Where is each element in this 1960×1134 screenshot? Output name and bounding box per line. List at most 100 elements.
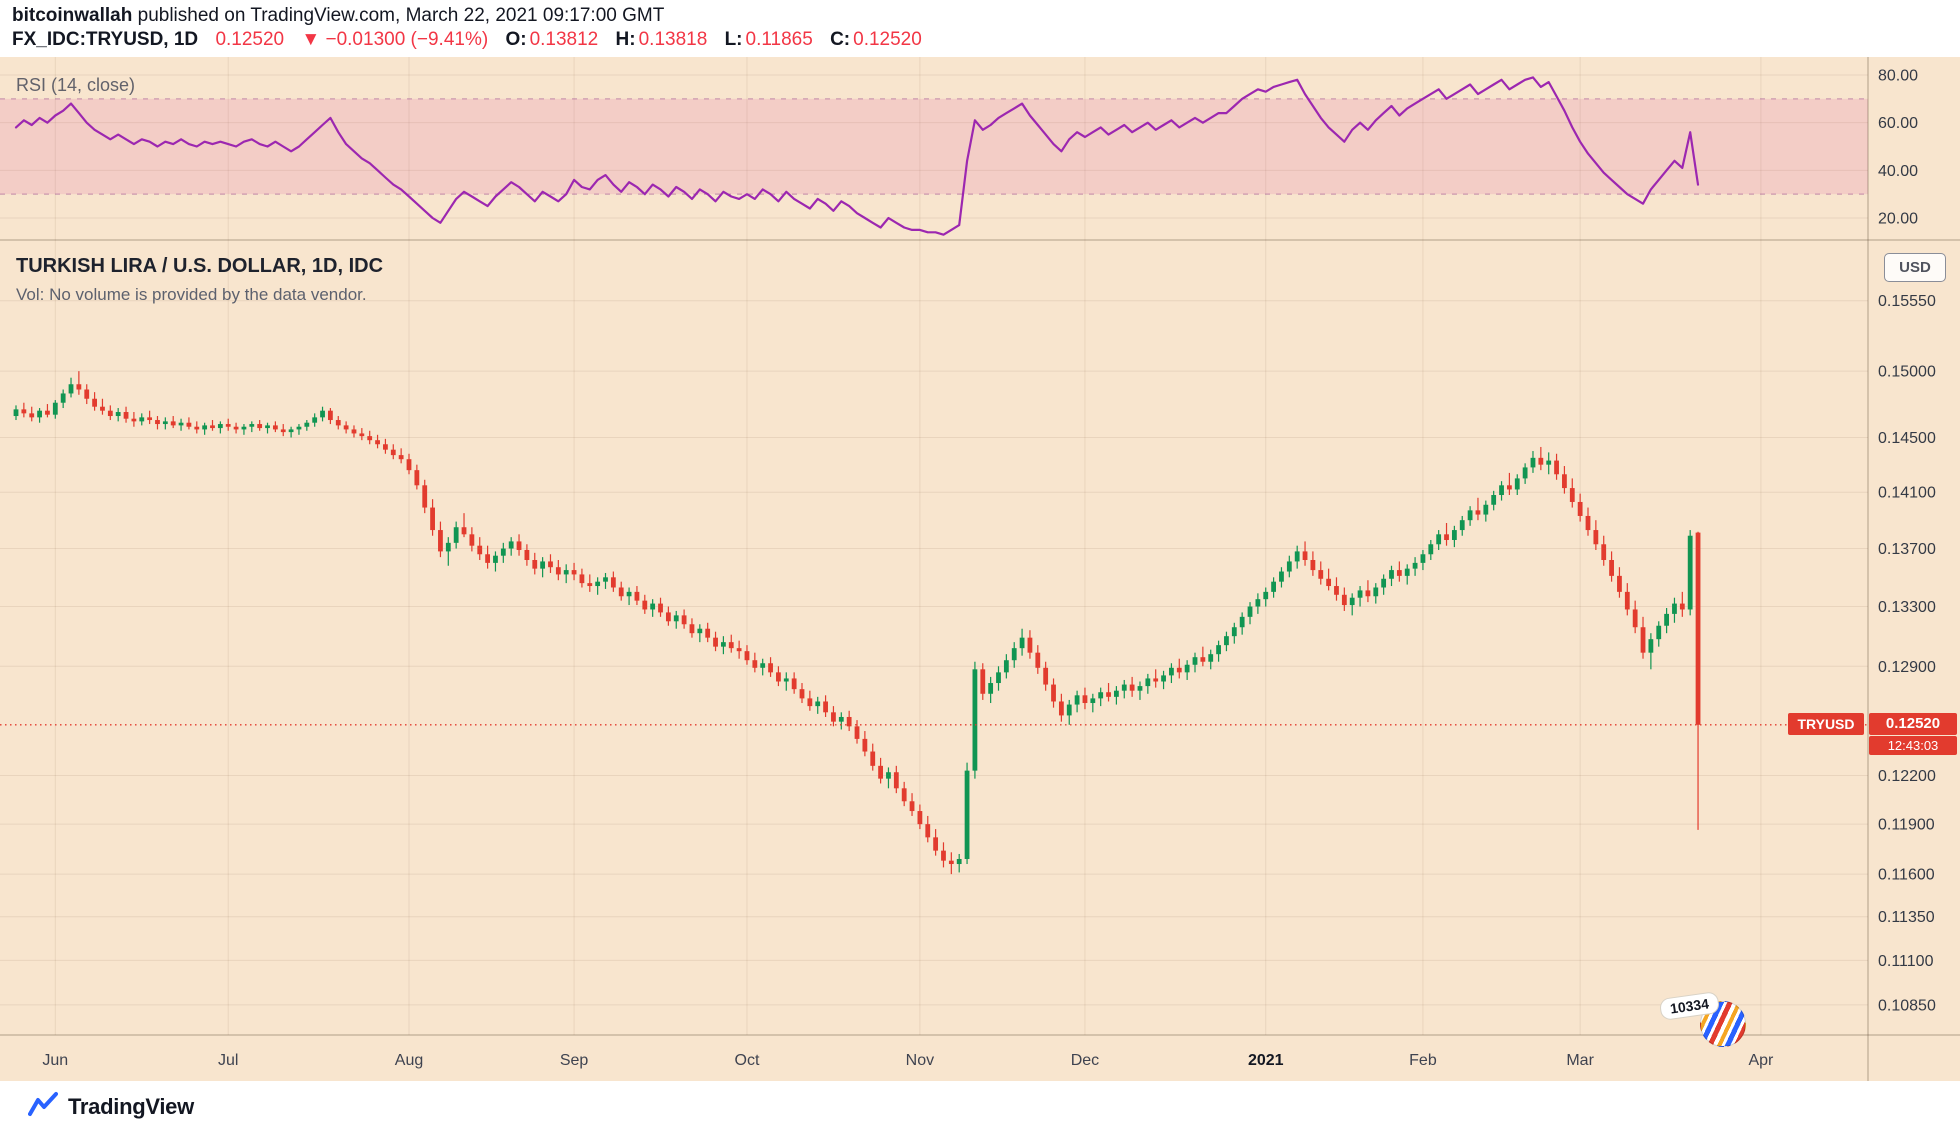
current-price-label: 0.12520 (1869, 713, 1957, 735)
candle-body (563, 570, 569, 575)
candle-body (1436, 534, 1442, 545)
candle-body (634, 591, 640, 601)
candle-body (123, 412, 129, 419)
time-axis[interactable]: Jun Jul Aug Sep Oct Nov Dec 2021 Feb Mar Apr (42, 1052, 1774, 1069)
candle-body (1326, 578, 1332, 587)
candle-body (1514, 478, 1520, 490)
candle-body (1286, 561, 1292, 572)
rsi-tick-label: 60.00 (1878, 115, 1918, 132)
candle-body (1624, 591, 1630, 610)
time-tick-label: Feb (1409, 1052, 1437, 1069)
candle-body (540, 561, 546, 569)
currency-toggle-button[interactable]: USD (1884, 253, 1946, 282)
time-tick-label: Jul (218, 1052, 238, 1069)
candle-body (901, 788, 907, 802)
candle-body (1090, 698, 1096, 704)
candle-body (1404, 568, 1410, 576)
candle-body (202, 425, 208, 430)
candle-body (68, 384, 74, 394)
candle-body (485, 554, 490, 563)
candle-body (1003, 660, 1009, 673)
candle-body (52, 402, 58, 415)
candle-body (870, 751, 876, 766)
candle-body (383, 444, 388, 450)
candle-body (1082, 695, 1088, 704)
candle-body (1255, 599, 1261, 607)
candle-body (831, 712, 836, 722)
candle-body (579, 574, 585, 584)
candle-body (1530, 457, 1536, 468)
candle-body (296, 426, 302, 430)
candle-body (1412, 562, 1418, 569)
candle-body (453, 527, 459, 543)
candle-body (272, 425, 278, 430)
open-label: O: (505, 29, 527, 50)
candle-body (854, 726, 860, 739)
tradingview-brand[interactable]: TradingView (68, 1094, 194, 1119)
candle-body (92, 398, 97, 407)
candle-body (1137, 686, 1143, 691)
candle-body (972, 669, 978, 771)
candle-body (461, 527, 467, 535)
candle-body (1153, 678, 1159, 682)
candle-body (343, 425, 349, 430)
price-tick-label: 0.11900 (1878, 817, 1935, 834)
close-label: C: (830, 29, 851, 50)
candle-body (1184, 664, 1190, 673)
candle-body (846, 716, 852, 727)
candle-body (956, 858, 962, 865)
bar-countdown: 12:43:03 (1869, 736, 1957, 755)
candle-body (1554, 460, 1559, 475)
candle-body (587, 583, 593, 587)
time-tick-label: Apr (1748, 1052, 1774, 1069)
candle-body (618, 587, 624, 597)
candle-body (406, 459, 412, 471)
price-tick-label: 0.11350 (1878, 909, 1935, 926)
candle-body (516, 541, 522, 550)
price-axis[interactable]: 0.15550 0.15000 0.14500 0.14100 0.13700 0.133… (1878, 68, 1936, 1015)
tradingview-logo-icon[interactable] (28, 1091, 58, 1121)
candles (13, 371, 1701, 875)
candle-body (1310, 560, 1316, 571)
candle-body (933, 837, 939, 851)
candle-body (225, 424, 231, 427)
candle-body (1687, 535, 1693, 610)
candle-body (493, 555, 498, 563)
candle-body (1585, 515, 1591, 531)
candle-body (1058, 701, 1064, 716)
time-tick-label: Jun (42, 1052, 68, 1069)
candle-body (941, 850, 946, 861)
chart-background (0, 57, 1960, 1081)
candle-body (642, 600, 648, 610)
candle-body (1302, 551, 1308, 561)
candle-body (1428, 544, 1434, 555)
candle-body (996, 672, 1001, 684)
price-tick-label: 0.10850 (1878, 997, 1936, 1014)
candle-body (650, 603, 656, 610)
candle-body (1640, 627, 1646, 653)
price-chart-canvas[interactable]: 0.15550 0.15000 0.14500 0.14100 0.13700 0.133… (0, 57, 1960, 1081)
open-value: 0.13812 (529, 29, 599, 50)
symbol-status-line: FX_IDC:TRYUSD, 1D 0.12520 ▼ −0.01300 (−9… (12, 29, 922, 51)
candle-body (1672, 603, 1677, 614)
candle-body (626, 591, 632, 597)
candle-body (689, 624, 695, 634)
price-tick-label: 0.13300 (1878, 599, 1936, 616)
candle-body (555, 567, 561, 575)
candle-body (328, 410, 333, 421)
candle-body (1231, 627, 1237, 637)
candle-body (241, 426, 247, 430)
price-tick-label: 0.14500 (1878, 430, 1936, 447)
candle-body (917, 811, 923, 825)
candle-body (1161, 675, 1166, 682)
candle-body (1106, 692, 1111, 697)
chart-region[interactable]: 0.15550 0.15000 0.14500 0.14100 0.13700 0.133… (0, 57, 1960, 1081)
candle-body (681, 615, 687, 625)
candle-body (335, 420, 341, 426)
candle-body (1121, 684, 1127, 691)
candle-body (162, 421, 168, 425)
candle-body (351, 429, 357, 434)
candle-body (697, 628, 703, 634)
candle-body (1114, 690, 1119, 697)
